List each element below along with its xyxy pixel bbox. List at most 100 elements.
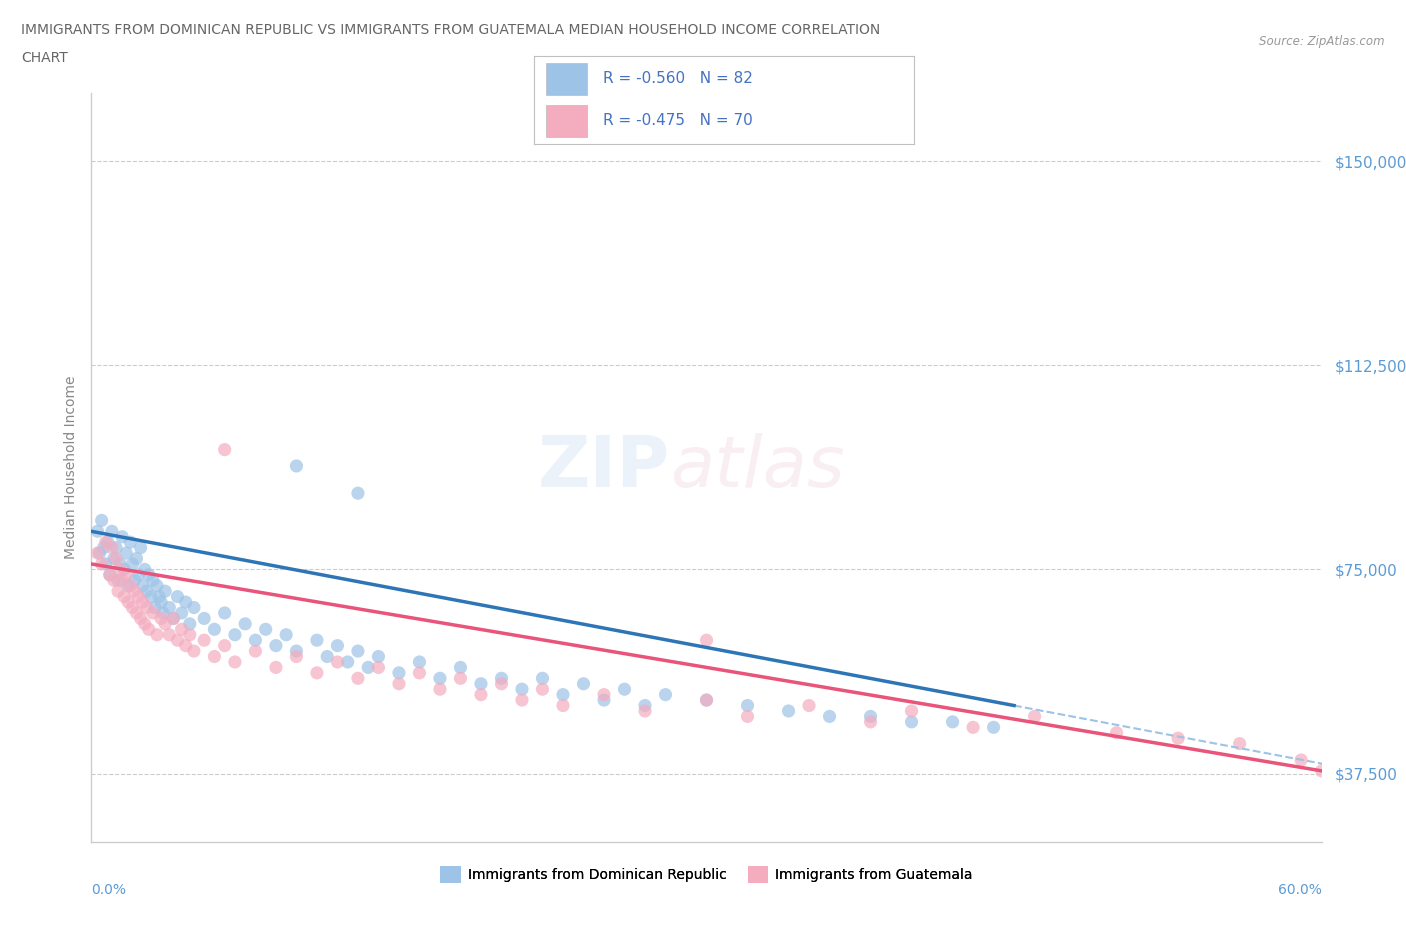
Point (148, 590, 170, 604)
Point (107, 573, 129, 588)
Point (86, 546, 108, 561)
Point (347, 671, 370, 685)
Point (551, 698, 574, 713)
Point (131, 594, 153, 609)
Point (108, 556, 131, 571)
Point (98, 567, 121, 582)
Point (162, 611, 184, 626)
Point (89, 546, 111, 561)
Point (654, 687, 676, 702)
Point (214, 638, 236, 653)
Point (135, 600, 157, 615)
Point (224, 655, 246, 670)
Point (347, 644, 370, 658)
Point (183, 644, 205, 658)
Point (174, 594, 197, 609)
FancyBboxPatch shape (546, 105, 588, 137)
Point (305, 632, 328, 647)
Point (129, 611, 152, 626)
Point (153, 584, 177, 599)
Point (128, 590, 150, 604)
Point (778, 703, 800, 718)
Point (326, 655, 349, 670)
Point (115, 567, 138, 582)
Point (134, 562, 156, 577)
Point (1105, 725, 1128, 740)
Point (170, 605, 193, 620)
Point (593, 687, 616, 702)
Point (103, 573, 125, 588)
Point (131, 578, 153, 593)
FancyBboxPatch shape (546, 63, 588, 95)
Point (276, 628, 298, 643)
Point (135, 584, 157, 599)
Point (174, 638, 197, 653)
Point (112, 590, 135, 604)
Point (105, 551, 127, 566)
Point (859, 714, 882, 729)
Point (94, 535, 117, 550)
Point (202, 649, 225, 664)
Point (491, 671, 513, 685)
Point (797, 698, 820, 713)
Point (105, 540, 127, 555)
Point (695, 693, 717, 708)
Point (112, 562, 135, 577)
Point (134, 617, 156, 631)
Point (449, 660, 471, 675)
Point (153, 617, 177, 631)
Y-axis label: Median Household Income: Median Household Income (63, 376, 77, 559)
Point (214, 442, 236, 457)
Point (1310, 764, 1333, 778)
Point (900, 714, 922, 729)
Point (101, 524, 124, 538)
Point (510, 693, 533, 708)
Point (285, 458, 308, 473)
Point (326, 638, 349, 653)
Point (170, 622, 193, 637)
Point (285, 649, 308, 664)
Point (388, 676, 411, 691)
Legend: Immigrants from Dominican Republic, Immigrants from Guatemala: Immigrants from Dominican Republic, Immi… (434, 860, 979, 888)
Point (179, 617, 201, 631)
Point (593, 693, 616, 708)
Point (818, 709, 841, 724)
Point (117, 594, 139, 609)
Text: CHART: CHART (21, 51, 67, 65)
Point (86, 524, 108, 538)
Point (1167, 731, 1189, 746)
Point (962, 720, 984, 735)
Point (129, 540, 152, 555)
Text: 0.0%: 0.0% (91, 883, 127, 897)
Point (157, 628, 180, 643)
Point (983, 720, 1005, 735)
Point (429, 671, 451, 685)
Point (93, 540, 115, 555)
Text: Source: ZipAtlas.com: Source: ZipAtlas.com (1260, 35, 1385, 48)
Point (1229, 737, 1251, 751)
Point (1289, 752, 1312, 767)
Point (166, 590, 188, 604)
Point (193, 632, 215, 647)
Point (98, 567, 121, 582)
Point (108, 562, 131, 577)
Point (94, 556, 117, 571)
Point (347, 485, 370, 500)
Point (264, 638, 287, 653)
Point (531, 671, 554, 685)
Point (138, 622, 160, 637)
Point (193, 611, 215, 626)
Point (449, 671, 471, 685)
Point (305, 666, 328, 681)
Point (408, 655, 430, 670)
Point (120, 578, 142, 593)
Point (264, 660, 287, 675)
Point (942, 714, 965, 729)
Point (125, 605, 148, 620)
Point (124, 573, 146, 588)
Point (336, 655, 359, 670)
Text: ZIP: ZIP (537, 432, 669, 502)
Point (254, 622, 277, 637)
Point (357, 660, 380, 675)
Point (146, 578, 169, 593)
